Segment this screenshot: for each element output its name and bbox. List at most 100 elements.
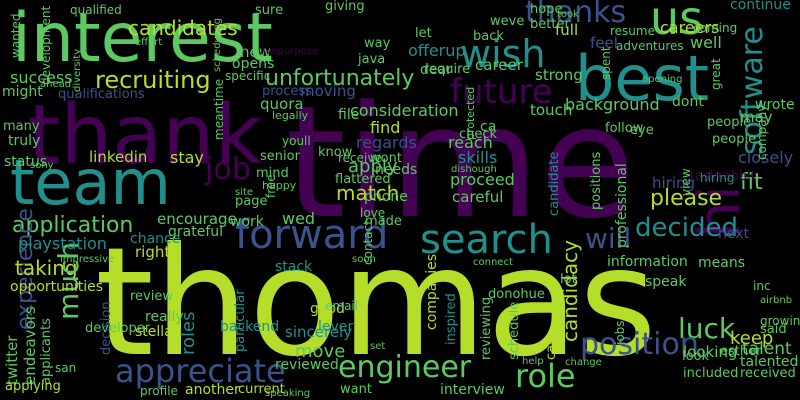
cloud-word: recruiting (95, 66, 211, 94)
cloud-word: stack (275, 259, 313, 275)
cloud-word: fit (740, 170, 763, 195)
cloud-word: airbnb (760, 295, 793, 306)
cloud-word: opportunities (10, 279, 104, 295)
cloud-word: took (557, 9, 579, 20)
cloud-word: needs (375, 162, 418, 178)
cloud-word: sincerely (285, 323, 353, 341)
cloud-word: current (238, 382, 285, 397)
cloud-word: reviewing (479, 296, 494, 360)
cloud-word: appreciate (115, 352, 286, 390)
cloud-word: said (760, 322, 787, 337)
cloud-word: us (650, 0, 704, 45)
cloud-word: feel (590, 34, 618, 52)
cloud-word: page (235, 194, 268, 209)
cloud-word: view (679, 168, 693, 196)
cloud-word: wed (282, 209, 316, 228)
cloud-word: thanks (525, 0, 627, 30)
cloud-word: received (740, 366, 796, 381)
cloud-word: luck (678, 312, 736, 345)
cloud-word: reach (448, 133, 493, 152)
cloud-word: way (364, 36, 391, 51)
cloud-word: wish (460, 32, 546, 76)
cloud-word: will (585, 222, 632, 255)
cloud-word: look (682, 349, 710, 364)
cloud-word: next (718, 226, 750, 242)
cloud-word: protected (464, 86, 477, 140)
cloud-word: diversity (72, 48, 83, 92)
cloud-word: legally (272, 109, 309, 122)
cloud-word: effort (135, 37, 163, 48)
cloud-word: find (370, 118, 401, 137)
cloud-word: require (424, 62, 471, 77)
cloud-word: made (365, 214, 402, 229)
cloud-word: match (336, 181, 400, 205)
cloud-word: please (650, 186, 723, 211)
cloud-word: let (415, 26, 432, 41)
cloud-word: meantime (212, 78, 226, 140)
cloud-word: back (473, 29, 504, 44)
cloud-word: senior (260, 149, 300, 164)
cloud-word: sure (255, 3, 284, 18)
cloud-word: soon (352, 254, 376, 265)
cloud-word: decided (635, 213, 739, 243)
cloud-word: free (264, 174, 278, 198)
cloud-word: adventures (616, 39, 684, 53)
cloud-word: careers (660, 18, 720, 37)
cloud-word: process (262, 84, 312, 99)
cloud-word: help (522, 356, 544, 367)
cloud-word: apply (348, 156, 398, 177)
cloud-word: encourage (157, 210, 237, 228)
cloud-word: san (55, 361, 77, 375)
cloud-word: looking (683, 343, 738, 361)
cloud-word: speaking (265, 388, 311, 399)
cloud-word: flattered (335, 172, 391, 187)
cloud-word: call (544, 337, 559, 360)
cloud-word: file (338, 107, 360, 123)
cloud-word: interview (440, 382, 505, 398)
cloud-word: application (12, 213, 134, 238)
cloud-word: candidacy (558, 240, 582, 342)
cloud-word: team (10, 146, 171, 219)
cloud-word: position (580, 327, 699, 362)
cloud-word: may (740, 108, 773, 126)
cloud-word: consideration (350, 101, 459, 120)
cloud-word: strong (535, 66, 583, 84)
cloud-word: means (698, 255, 745, 271)
cloud-word: ca (480, 119, 497, 135)
cloud-word: chance (130, 231, 181, 247)
cloud-word: hope (530, 2, 563, 17)
cloud-word: moving (300, 82, 356, 100)
cloud-word: endeavors (21, 306, 39, 385)
cloud-word: lot (560, 272, 577, 287)
cloud-word: dishough (451, 164, 497, 175)
cloud-word: good (310, 301, 345, 317)
cloud-word: weve (490, 14, 525, 29)
cloud-word: future (450, 72, 553, 112)
cloud-word: playstation (18, 234, 107, 253)
cloud-word: continue (730, 0, 791, 13)
cloud-word: opening (642, 74, 683, 85)
cloud-word: change (565, 357, 602, 368)
cloud-word: growing (760, 314, 800, 328)
cloud-word: know (318, 145, 353, 160)
cloud-word: success (10, 68, 73, 87)
cloud-word: opens (232, 56, 275, 72)
cloud-word: best (575, 42, 710, 115)
cloud-word: twitter (3, 335, 21, 385)
cloud-word: offerup (408, 41, 466, 60)
cloud-word: specific (225, 69, 271, 83)
cloud-word: hiring (652, 174, 696, 192)
cloud-word: reviewed (275, 357, 339, 373)
cloud-word: time (285, 72, 636, 253)
cloud-word: set (370, 341, 386, 352)
cloud-word: email (325, 299, 359, 313)
cloud-word: regards (356, 133, 417, 152)
cloud-word: interest (12, 0, 273, 78)
cloud-word: connect (473, 257, 513, 268)
cloud-word: full (555, 21, 579, 39)
cloud-word: work (230, 214, 264, 230)
cloud-word: want (340, 382, 372, 397)
cloud-word: professional (614, 163, 630, 248)
cloud-word: spent (599, 46, 613, 80)
cloud-word: talent (742, 339, 792, 359)
